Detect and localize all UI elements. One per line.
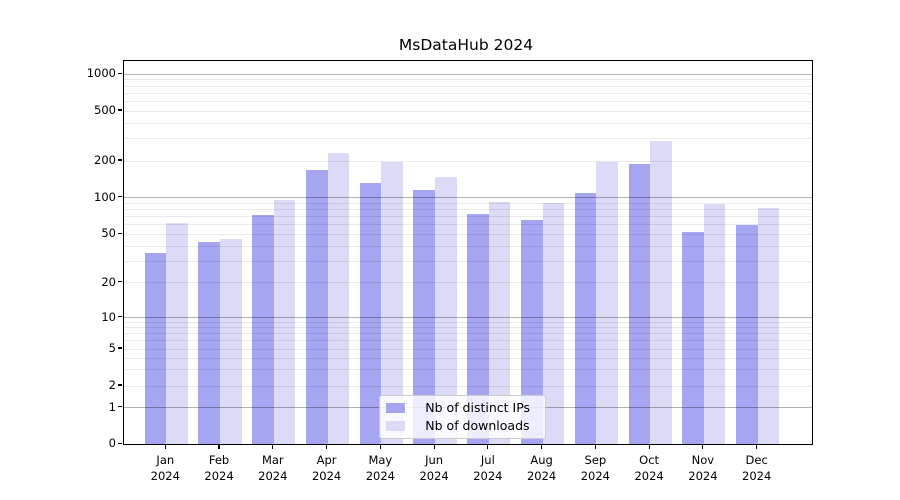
bar-sep-distinct-ips: [574, 192, 597, 445]
legend-swatch-distinct-ips: [386, 403, 406, 413]
y-tick-label-500: 500: [94, 103, 116, 117]
x-tick-mark-apr: [325, 444, 328, 449]
x-tick-year-nov: 2024: [688, 468, 718, 483]
y-tick-label-50: 50: [101, 226, 116, 241]
y-tick-mark-1: [118, 406, 123, 408]
legend-row-distinct-ips: Nb of distinct IPs: [386, 399, 545, 417]
bar-may-distinct-ips: [359, 183, 382, 445]
chart-title: MsDataHub 2024: [398, 36, 534, 54]
y-tick-mark-20: [118, 281, 123, 283]
bar-jul-distinct-ips: [467, 213, 489, 445]
x-tick-label-jul: Jul 2024: [458, 453, 518, 484]
y-tick-mark-0: [118, 442, 123, 444]
x-tick-year-feb: 2024: [204, 468, 234, 483]
x-tick-mark-oct: [648, 444, 650, 449]
x-tick-label-feb: Feb 2024: [189, 453, 249, 484]
bar-mar-distinct-ips: [252, 215, 274, 445]
x-tick-label-jun: Jun 2024: [404, 453, 464, 484]
x-tick-year-apr: 2024: [311, 468, 342, 483]
x-tick-label-apr: Apr 2024: [297, 453, 357, 484]
bar-sep-downloads: [596, 161, 618, 445]
x-tick-year-oct: 2024: [634, 468, 664, 483]
x-tick-label-nov: Nov 2024: [673, 453, 733, 484]
x-tick-mark-jan: [164, 444, 166, 449]
x-tick-year-aug: 2024: [526, 468, 557, 483]
y-tick-mark-200: [118, 159, 123, 161]
legend-label-distinct-ips: Nb of distinct IPs: [425, 400, 531, 416]
bar-aug-downloads: [542, 202, 565, 445]
x-tick-year-jun: 2024: [419, 468, 449, 483]
y-tick-label-20: 20: [101, 274, 116, 289]
legend-row-downloads: Nb of downloads: [386, 417, 545, 435]
bar-dec-downloads: [757, 208, 780, 445]
y-tick-label-5: 5: [108, 341, 116, 355]
bar-jul-downloads: [488, 202, 511, 445]
plot-area: Nb of distinct IPs Nb of downloads: [122, 59, 813, 446]
x-tick-year-jan: 2024: [150, 468, 180, 483]
y-tick-mark-50: [118, 232, 123, 234]
x-tick-year-sep: 2024: [580, 468, 611, 483]
x-tick-mark-may: [379, 444, 381, 449]
y-tick-label-0: 0: [108, 436, 116, 451]
x-tick-label-oct: Oct 2024: [619, 453, 679, 484]
x-tick-mark-sep: [594, 444, 596, 449]
bar-jan-distinct-ips: [144, 253, 167, 445]
x-tick-mark-aug: [541, 444, 543, 449]
y-tick-label-10: 10: [101, 309, 116, 324]
bar-feb-downloads: [220, 238, 242, 445]
legend-label-downloads: Nb of downloads: [425, 418, 530, 434]
bar-oct-downloads: [650, 141, 672, 445]
x-tick-mark-feb: [218, 444, 220, 449]
y-tick-mark-10: [118, 316, 123, 318]
bar-nov-distinct-ips: [682, 232, 704, 445]
x-tick-label-sep: Sep 2024: [565, 453, 625, 484]
x-tick-label-may: May 2024: [350, 453, 410, 484]
bar-apr-distinct-ips: [305, 169, 328, 445]
legend: Nb of distinct IPs Nb of downloads: [379, 395, 547, 439]
y-tick-label-1000: 1000: [86, 66, 116, 81]
x-tick-mark-jun: [433, 444, 435, 449]
bar-jun-distinct-ips: [413, 190, 436, 445]
y-tick-label-2: 2: [108, 378, 116, 392]
x-tick-label-jan: Jan 2024: [135, 453, 195, 484]
y-tick-mark-5: [118, 347, 123, 349]
bar-jun-downloads: [435, 176, 457, 445]
bar-aug-distinct-ips: [521, 220, 543, 445]
bar-dec-distinct-ips: [736, 224, 758, 445]
x-tick-mark-nov: [702, 444, 704, 449]
bar-jan-downloads: [166, 222, 188, 445]
bar-nov-downloads: [703, 203, 726, 445]
y-tick-mark-100: [118, 196, 123, 198]
x-tick-year-mar: 2024: [258, 468, 288, 483]
x-tick-year-dec: 2024: [742, 468, 772, 483]
y-tick-label-1: 1: [108, 399, 116, 414]
y-tick-label-100: 100: [94, 189, 116, 204]
y-tick-mark-500: [118, 109, 123, 111]
x-tick-label-aug: Aug 2024: [512, 453, 572, 484]
bar-oct-distinct-ips: [628, 164, 651, 445]
x-tick-year-jul: 2024: [473, 468, 503, 483]
x-tick-mark-dec: [756, 444, 758, 449]
y-tick-label-200: 200: [94, 153, 116, 167]
y-tick-mark-1000: [118, 72, 123, 74]
bars-layer: [124, 61, 812, 445]
bar-mar-downloads: [273, 199, 296, 445]
x-tick-year-may: 2024: [365, 468, 395, 483]
legend-swatch-downloads: [386, 421, 406, 431]
x-tick-label-dec: Dec 2024: [727, 453, 787, 484]
y-tick-mark-2: [118, 384, 123, 386]
x-tick-mark-jul: [487, 444, 489, 449]
x-tick-label-mar: Mar 2024: [243, 453, 303, 484]
bar-feb-distinct-ips: [198, 242, 221, 445]
x-tick-mark-mar: [272, 444, 274, 449]
bar-may-downloads: [381, 161, 403, 445]
bar-apr-downloads: [327, 153, 350, 445]
